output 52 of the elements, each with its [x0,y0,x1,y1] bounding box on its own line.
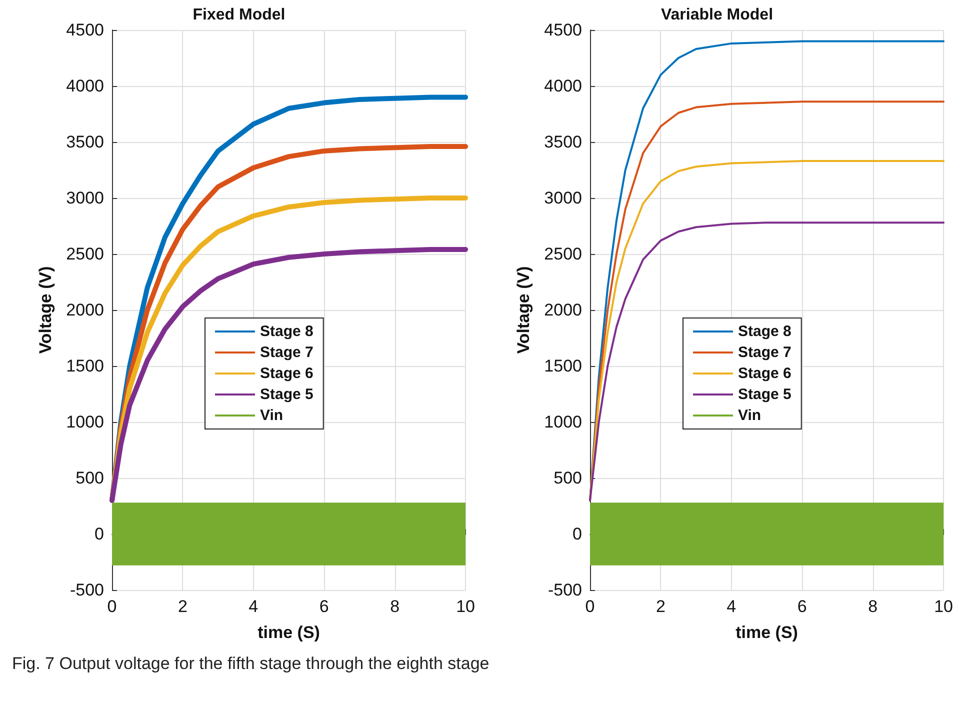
y-tick-label: 4500 [66,20,104,40]
x-tick-label: 10 [934,597,954,616]
y-tick-label: 1000 [66,412,104,432]
legend-label: Vin [738,407,762,424]
legend-label: Stage 5 [738,386,792,403]
y-tick-label: 1500 [66,356,104,376]
y-tick-label: 3000 [544,188,582,208]
x-axis-title: time (S) [258,623,320,642]
y-tick-label: 2000 [544,300,582,320]
x-tick-label: 2 [178,597,188,616]
x-tick-label: 6 [797,597,807,616]
x-tick-label: 4 [248,597,258,616]
y-tick-label: 0 [94,524,104,544]
y-tick-label: -500 [70,580,104,600]
x-tick-label: 2 [656,597,666,616]
y-axis-title: Voltage (V) [514,266,533,354]
y-tick-label: 3000 [66,188,104,208]
legend-label: Stage 7 [738,344,792,361]
y-tick-label: 3500 [544,132,582,152]
x-tick-label: 0 [585,597,595,616]
y-tick-label: 4000 [544,76,582,96]
x-tick-label: 8 [868,597,878,616]
x-tick-label: 4 [726,597,736,616]
y-tick-label: 4500 [544,20,582,40]
legend-label: Stage 8 [738,323,792,340]
y-axis-title: Voltage (V) [36,266,55,354]
legend-label: Stage 8 [260,323,314,340]
line-series [589,222,945,502]
chart-title: Variable Model [660,6,774,24]
legend-label: Stage 7 [260,344,314,361]
y-tick-label: 2000 [66,300,104,320]
legend-label: Stage 6 [738,365,792,382]
y-tick-label: 500 [554,468,582,488]
x-tick-label: 0 [107,597,117,616]
y-tick-label: 0 [572,524,582,544]
legend-label: Stage 6 [260,365,314,382]
y-tick-label: 2500 [544,244,582,264]
y-tick-label: 2500 [66,244,104,264]
y-tick-label: 3500 [66,132,104,152]
chart-title: Fixed Model [192,6,286,24]
x-tick-label: 8 [390,597,400,616]
legend-label: Vin [260,407,284,424]
y-tick-label: 1500 [544,356,582,376]
y-tick-label: 4000 [66,76,104,96]
x-axis-title: time (S) [736,623,798,642]
legend-label: Stage 5 [260,386,314,403]
caption: Fig. 7 Output voltage for the fifth stage through the eighth stage [12,654,490,674]
y-tick-label: 1000 [544,412,582,432]
y-tick-label: 500 [76,468,104,488]
y-tick-label: -500 [548,580,582,600]
x-tick-label: 10 [456,597,476,616]
x-tick-label: 6 [319,597,329,616]
